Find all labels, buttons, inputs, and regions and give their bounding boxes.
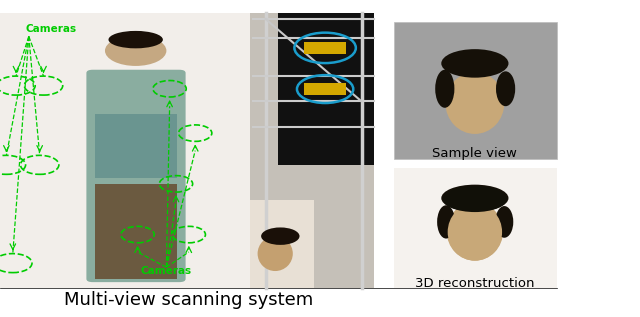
Bar bbox=[394, 168, 557, 197]
Bar bbox=[394, 168, 432, 288]
Circle shape bbox=[105, 36, 166, 66]
FancyBboxPatch shape bbox=[86, 70, 186, 282]
Ellipse shape bbox=[447, 202, 503, 261]
Ellipse shape bbox=[448, 204, 502, 261]
Ellipse shape bbox=[257, 236, 293, 271]
Ellipse shape bbox=[261, 228, 300, 245]
Text: 3D reconstruction: 3D reconstruction bbox=[415, 277, 534, 290]
Ellipse shape bbox=[437, 205, 455, 239]
Bar bbox=[95, 184, 177, 279]
Ellipse shape bbox=[443, 186, 507, 212]
Bar bbox=[0, 13, 250, 288]
Ellipse shape bbox=[435, 70, 454, 108]
Bar bbox=[95, 114, 177, 178]
Bar bbox=[394, 22, 557, 158]
Bar bbox=[250, 200, 314, 288]
Bar bbox=[304, 42, 346, 54]
Text: Cameras: Cameras bbox=[26, 24, 77, 34]
Text: Sample view: Sample view bbox=[433, 147, 517, 160]
Bar bbox=[304, 83, 346, 95]
Bar bbox=[512, 168, 557, 288]
Ellipse shape bbox=[109, 31, 163, 48]
Text: Cameras: Cameras bbox=[141, 266, 192, 276]
Bar bbox=[394, 168, 557, 288]
Bar bbox=[394, 168, 557, 288]
Text: Multi-view scanning system: Multi-view scanning system bbox=[64, 291, 314, 308]
Ellipse shape bbox=[442, 184, 509, 212]
Bar bbox=[278, 13, 374, 165]
Ellipse shape bbox=[442, 49, 509, 78]
Ellipse shape bbox=[445, 72, 504, 134]
Ellipse shape bbox=[496, 71, 515, 106]
Bar bbox=[394, 266, 557, 288]
Bar bbox=[250, 13, 374, 288]
Ellipse shape bbox=[495, 206, 513, 238]
